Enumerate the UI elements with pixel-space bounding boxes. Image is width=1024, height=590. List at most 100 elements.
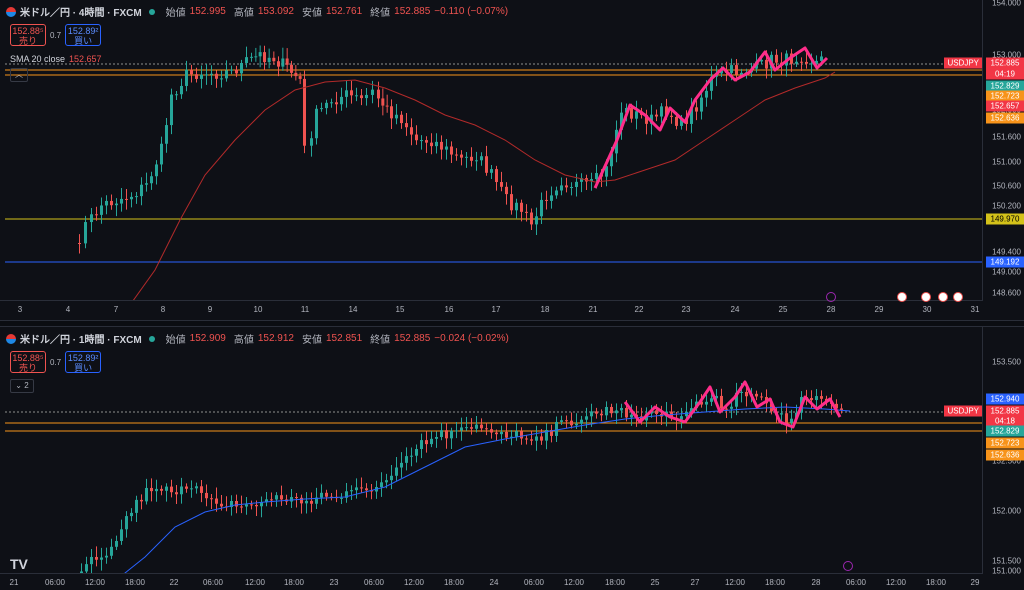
candle-body (730, 65, 733, 73)
candle-body (220, 503, 223, 507)
candle-body (485, 428, 488, 430)
candle-body (590, 411, 593, 417)
candle-body (225, 70, 228, 79)
collapse-indicators-button[interactable]: ︿ (10, 68, 28, 82)
high-value: 152.912 (257, 333, 294, 344)
candle-body (125, 198, 128, 200)
event-icon (897, 292, 907, 302)
candle-body (675, 116, 678, 126)
candle-body (560, 420, 563, 422)
candle-body (377, 89, 380, 99)
price-tag: 152.723 (986, 90, 1024, 102)
candle-body (95, 556, 98, 560)
candle-body (215, 73, 218, 79)
time-tick: 4 (65, 305, 71, 314)
candle-body (630, 414, 633, 418)
candle-body (254, 56, 258, 58)
sma-legend[interactable]: SMA 20 close 152.657 (10, 54, 102, 64)
candle-body (495, 432, 498, 435)
symbol-title[interactable]: 米ドル／円 · 1時間 · FXCM (20, 335, 142, 346)
price-tag: 152.657 (986, 100, 1024, 112)
candle-body (205, 74, 208, 76)
sell-button[interactable]: 152.88⁵ 売り (10, 351, 46, 373)
candle-body (490, 429, 493, 433)
candle-body (320, 492, 323, 498)
time-tick: 29 (874, 305, 884, 314)
price-tick: 151.000 (992, 566, 1021, 576)
price-axis-4h[interactable]: 154.000153.000152.800152.000151.600151.0… (982, 0, 1024, 300)
candle-body (85, 564, 88, 572)
candle-body (755, 393, 758, 397)
indicators-toggle-button[interactable]: ⌄ 2 (10, 379, 34, 393)
price-tick: 154.000 (992, 0, 1021, 8)
candle-body (115, 540, 118, 547)
candle-body (235, 500, 238, 507)
sell-button[interactable]: 152.88⁵ 売り (10, 24, 46, 46)
candle-body (281, 58, 285, 67)
candle-body (705, 90, 708, 98)
candle-body (235, 69, 238, 74)
candle-body (500, 182, 503, 187)
candle-body (110, 200, 113, 206)
candle-body (480, 156, 483, 161)
candle-body (250, 56, 253, 58)
candle-body (100, 205, 103, 215)
candle-body (620, 112, 623, 130)
symbol-title[interactable]: 米ドル／円 · 4時間 · FXCM (20, 8, 142, 19)
candle-body (165, 486, 168, 491)
time-tick: 27 (690, 578, 700, 587)
candle-body (725, 408, 728, 410)
candle-body (820, 56, 823, 61)
change-value: −0.110 (−0.07%) (434, 6, 509, 17)
candle-body (525, 211, 528, 213)
spread-value: 0.7 (50, 30, 62, 40)
candle-body (720, 395, 723, 409)
candle-body (390, 106, 393, 119)
spread-value: 0.7 (50, 357, 62, 367)
candle-body (580, 419, 583, 424)
close-label: 終値 (370, 8, 391, 19)
time-tick: 8 (160, 305, 166, 314)
candle-body (130, 512, 133, 517)
candle-body (267, 57, 271, 63)
candle-body (330, 102, 333, 104)
candle-body (365, 488, 368, 491)
buy-button[interactable]: 152.89² 買い (65, 351, 102, 373)
plot-area-1h[interactable] (5, 327, 983, 573)
time-axis-1h[interactable]: 21 06:00 12:00 18:00 22 06:00 12:00 18:00 23 06:0… (0, 573, 983, 590)
high-value: 153.092 (257, 6, 294, 17)
time-tick: 22 (634, 305, 644, 314)
open-label: 始値 (165, 8, 186, 19)
price-tag: 149.970 (986, 213, 1024, 225)
symbol-tag: USDJPY (944, 405, 982, 417)
candle-body (395, 114, 398, 119)
candle-body (410, 127, 413, 135)
candle-body (570, 420, 573, 426)
candle-body (110, 546, 113, 556)
candle-body (665, 106, 668, 116)
candle-body (595, 411, 598, 414)
time-tick: 3 (17, 305, 23, 314)
candle-body (790, 418, 793, 423)
candle-body (690, 408, 693, 412)
candle-body (265, 499, 268, 503)
price-tick: 152.000 (992, 506, 1021, 516)
price-axis-1h[interactable]: 153.500153.000152.500152.000151.500151.0… (982, 327, 1024, 576)
candle-body (272, 57, 276, 62)
chart-pane-4h[interactable]: 米ドル／円 · 4時間 · FXCM 始値 152.995 高値 153.092 安… (0, 0, 1024, 321)
candle-body (160, 143, 163, 165)
price-tick: 149.000 (992, 267, 1021, 277)
price-tick: 151.600 (992, 132, 1021, 142)
chart-pane-1h[interactable]: 米ドル／円 · 1時間 · FXCM 始値 152.909 高値 152.912 安… (0, 326, 1024, 590)
time-axis-4h[interactable]: 3 4 7 8 9 10 11 14 15 16 17 18 21 22 23 24 25 28 29 30 31 (0, 300, 983, 320)
candle-body (175, 94, 178, 96)
tradingview-logo[interactable]: TV (10, 556, 28, 572)
candle-body (590, 179, 593, 182)
buy-button[interactable]: 152.89² 買い (65, 24, 102, 46)
zigzag-line (593, 46, 829, 189)
plot-area-4h[interactable] (5, 0, 983, 300)
candle-body (381, 98, 385, 106)
candle-body (340, 497, 343, 499)
candle-body (470, 427, 473, 429)
time-tick: 22 (169, 578, 179, 587)
